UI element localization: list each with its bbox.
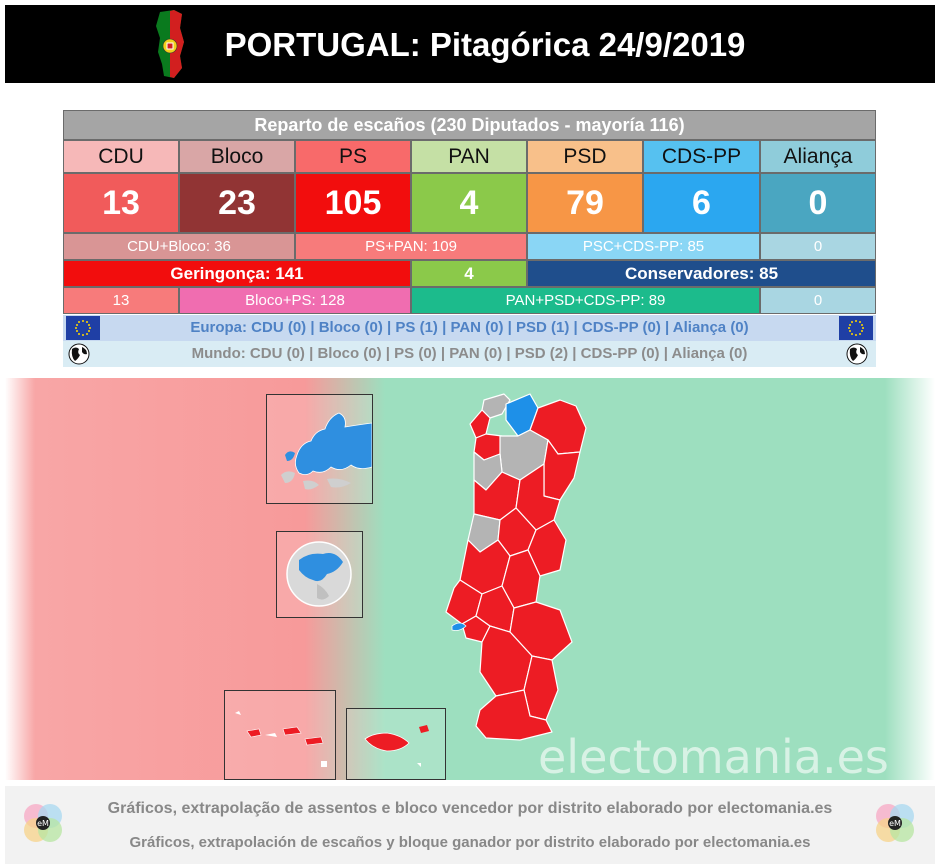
globe-icon: [846, 343, 868, 365]
seats-ps: 105: [295, 173, 411, 233]
coalition-conservadores: Conservadores: 85: [527, 260, 876, 287]
coalition-cdu-only: 13: [63, 287, 179, 314]
party-name-alianca: Aliança: [760, 140, 876, 173]
coalition-psc-cds: PSC+CDS-PP: 85: [527, 233, 760, 260]
party-name-bloco: Bloco: [179, 140, 295, 173]
seats-alianca: 0: [760, 173, 876, 233]
coalition-bloco-ps: Bloco+PS: 128: [179, 287, 411, 314]
coalition-alianca-2: 0: [760, 287, 876, 314]
madeira-map-icon: [364, 725, 429, 767]
watermark-text: electomania.es: [538, 730, 889, 784]
europe-map-icon: [281, 412, 373, 490]
party-seats-row: 13 23 105 4 79 6 0: [63, 173, 876, 233]
electomania-logo-icon: eM: [24, 804, 62, 842]
coalition-cdu-bloco: CDU+Bloco: 36: [63, 233, 295, 260]
coalition-pan: 4: [411, 260, 527, 287]
seats-cds-pp: 6: [643, 173, 760, 233]
globe-icon: [68, 343, 90, 365]
portugal-district-map: [445, 393, 587, 741]
coalition-row-1: CDU+Bloco: 36 PS+PAN: 109 PSC+CDS-PP: 85…: [63, 233, 876, 260]
madeira-inset: [346, 708, 446, 780]
coalition-geringonca: Geringonça: 141: [63, 260, 411, 287]
electomania-logo-icon: eM: [876, 804, 914, 842]
eu-flag-icon: [66, 316, 100, 340]
party-names-row: CDU Bloco PS PAN PSD CDS-PP Aliança: [63, 140, 876, 173]
world-globe-icon: [286, 541, 352, 607]
europa-line: Europa: CDU (0) | Bloco (0) | PS (1) | P…: [63, 315, 876, 341]
party-name-pan: PAN: [411, 140, 527, 173]
seats-pan: 4: [411, 173, 527, 233]
party-name-ps: PS: [295, 140, 411, 173]
europe-world-strip: Europa: CDU (0) | Bloco (0) | PS (1) | P…: [63, 315, 876, 367]
europe-inset: [266, 394, 373, 504]
portugal-flag-map-icon: [156, 10, 184, 78]
footer-line-portuguese: Gráficos, extrapolação de assentos e blo…: [107, 800, 833, 817]
coalition-pan-psd-cds: PAN+PSD+CDS-PP: 89: [411, 287, 760, 314]
coalition-row-3: 13 Bloco+PS: 128 PAN+PSD+CDS-PP: 89 0: [63, 287, 876, 314]
world-inset: [276, 531, 363, 618]
seats-psd: 79: [527, 173, 643, 233]
footer-line-spanish: Gráficos, extrapolación de escaños y blo…: [129, 834, 811, 851]
coalition-alianca: 0: [760, 233, 876, 260]
mundo-line: Mundo: CDU (0) | Bloco (0) | PS (0) | PA…: [63, 341, 876, 367]
party-name-cds-pp: CDS-PP: [643, 140, 760, 173]
party-name-psd: PSD: [527, 140, 643, 173]
seats-cdu: 13: [63, 173, 179, 233]
seats-bloco: 23: [179, 173, 295, 233]
coalition-ps-pan: PS+PAN: 109: [295, 233, 527, 260]
page-title: PORTUGAL: Pitagórica 24/9/2019: [224, 26, 746, 63]
table-title: Reparto de escaños (230 Diputados - mayo…: [63, 110, 876, 140]
coalition-row-2: Geringonça: 141 4 Conservadores: 85: [63, 260, 876, 287]
footer-bar: Gráficos, extrapolação de assentos e blo…: [5, 786, 935, 864]
party-name-cdu: CDU: [63, 140, 179, 173]
svg-text:eM: eM: [37, 819, 49, 828]
azores-map-icon: [235, 711, 327, 767]
svg-text:eM: eM: [889, 819, 901, 828]
azores-inset: [224, 690, 336, 780]
header-bar: PORTUGAL: Pitagórica 24/9/2019: [5, 5, 935, 83]
eu-flag-icon: [839, 316, 873, 340]
